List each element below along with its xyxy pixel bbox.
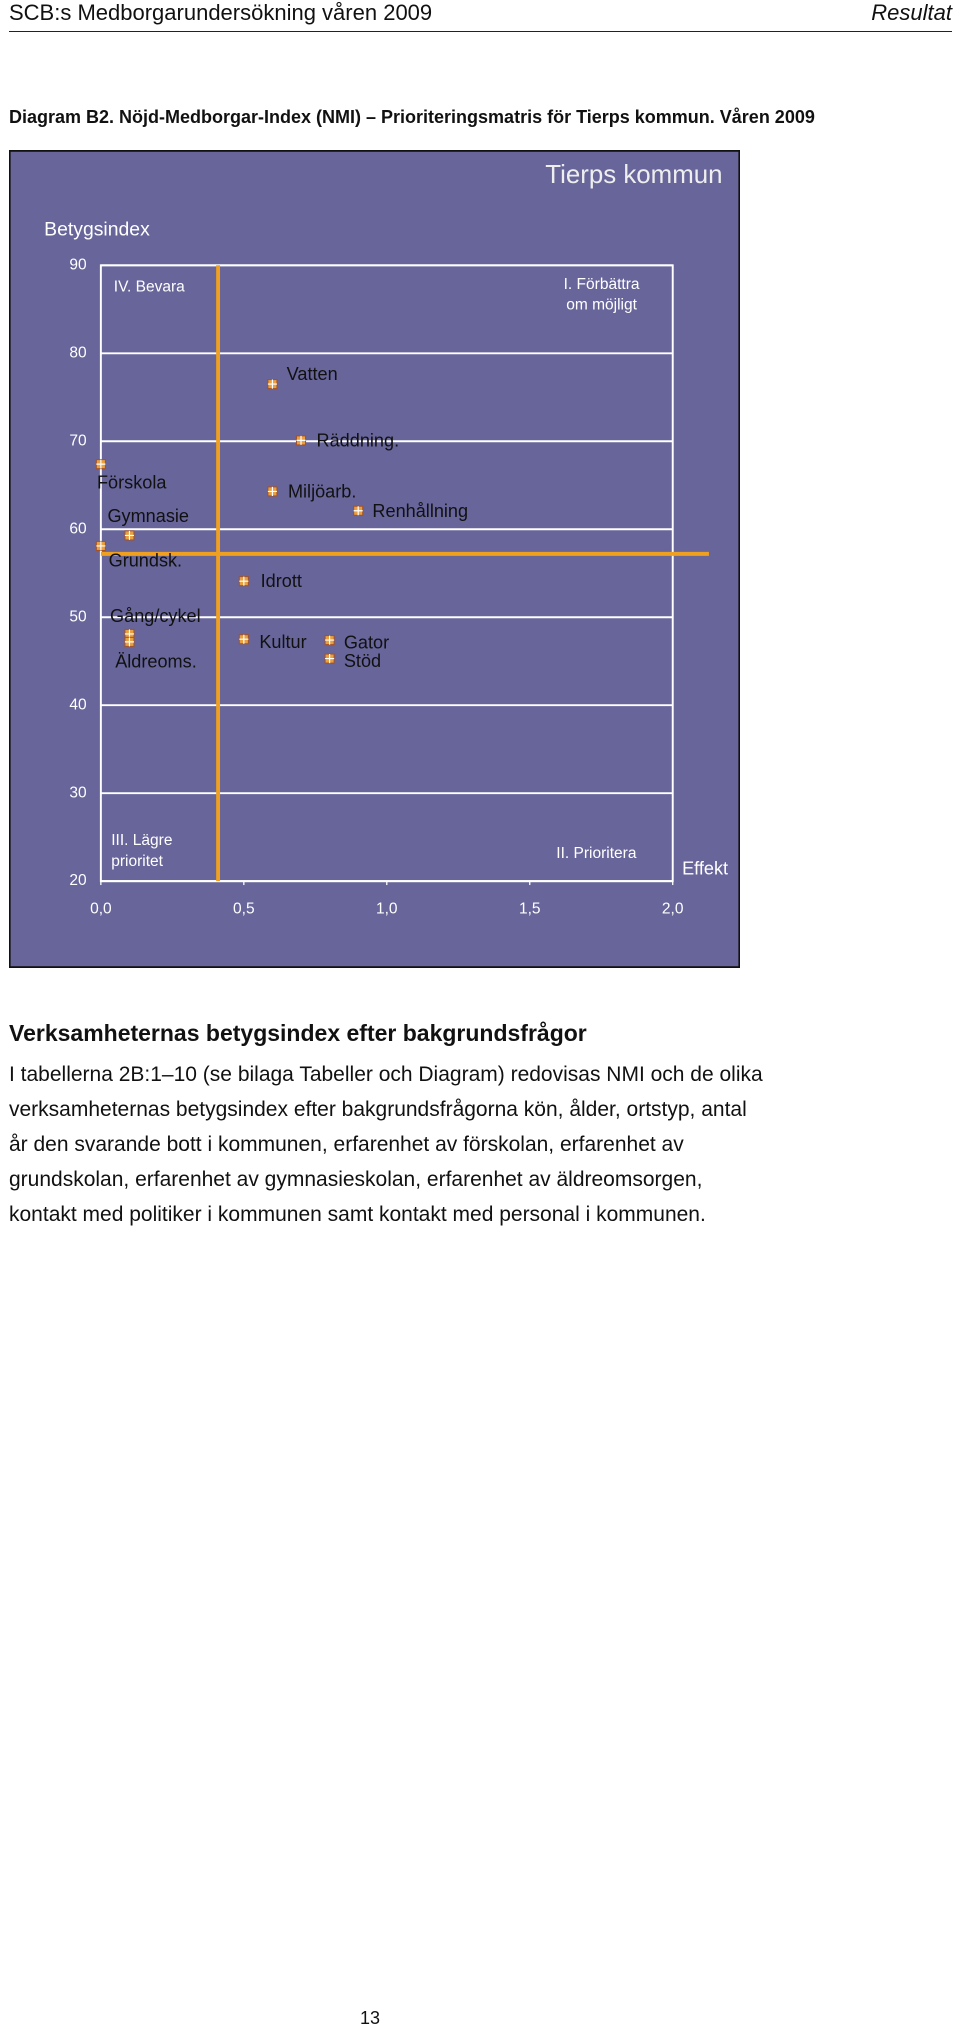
data-point xyxy=(238,634,249,645)
data-point xyxy=(124,530,135,541)
header-right: Resultat xyxy=(871,0,952,25)
point-label: Räddning. xyxy=(317,430,400,450)
section-heading: Verksamheternas betygsindex efter bakgru… xyxy=(9,1020,587,1046)
paragraph-line: grundskolan, erfarenhet av gymnasieskola… xyxy=(9,1168,703,1191)
marker-cross xyxy=(124,530,134,540)
point-label: Idrott xyxy=(261,571,302,591)
chart-background xyxy=(9,150,740,968)
page-number: 13 xyxy=(360,2008,381,2028)
point-label: Gymnasie xyxy=(107,506,189,526)
section-paragraph: I tabellerna 2B:1–10 (se bilaga Tabeller… xyxy=(9,1057,763,1232)
data-point xyxy=(324,635,335,646)
y-tick-label: 70 xyxy=(69,432,87,449)
y-tick-label: 80 xyxy=(69,344,87,361)
point-label: Förskola xyxy=(97,472,167,492)
x-tick-label: 0,0 xyxy=(90,901,112,918)
point-label: Vatten xyxy=(287,364,338,384)
x-tick-label: 0,5 xyxy=(233,901,255,918)
header-rule xyxy=(9,31,952,32)
chart: Tierps kommun Betygsindex Effekt 20 30 40 5… xyxy=(9,150,740,968)
point-label: Gator xyxy=(344,633,389,653)
data-point xyxy=(324,653,335,664)
y-tick-label: 90 xyxy=(69,256,87,273)
y-tick-label: 60 xyxy=(69,520,87,537)
x-tick-label: 2,0 xyxy=(662,901,684,918)
x-tick-label: 1,0 xyxy=(376,901,398,918)
paragraph-line: kontakt med politiker i kommunen samt ko… xyxy=(9,1203,706,1226)
quadrant-label: II. Prioritera xyxy=(556,845,637,862)
marker-cross xyxy=(124,637,134,647)
data-point xyxy=(95,540,106,552)
marker-cross xyxy=(296,435,306,445)
figure-caption: Diagram B2. Nöjd-Medborgar-Index (NMI) –… xyxy=(9,107,815,127)
quadrant-label: I. Förbättra xyxy=(564,276,640,293)
quadrant-label: om möjligt xyxy=(566,297,637,314)
marker-cross xyxy=(325,635,335,645)
point-label: Grundsk. xyxy=(109,550,182,570)
point-label: Miljöarb. xyxy=(288,481,356,501)
y-tick-label: 20 xyxy=(69,872,87,889)
paragraph-line: I tabellerna 2B:1–10 (se bilaga Tabeller… xyxy=(9,1063,763,1086)
marker-cross xyxy=(353,506,363,516)
data-point xyxy=(95,459,106,470)
chart-title: Tierps kommun xyxy=(545,161,722,189)
y-tick-label: 40 xyxy=(69,696,87,713)
x-axis-label: Effekt xyxy=(682,858,728,878)
data-point xyxy=(124,636,135,647)
y-tick-label: 30 xyxy=(69,784,87,801)
marker-cross xyxy=(267,486,277,496)
quadrant-label: III. Lägre xyxy=(111,832,172,849)
data-point xyxy=(238,576,249,587)
header-left: SCB:s Medborgarundersökning våren 2009 xyxy=(9,0,433,25)
marker-cross xyxy=(267,379,277,389)
marker-cross xyxy=(96,459,106,469)
paragraph-line: verksamheternas betygsindex efter bakgru… xyxy=(9,1098,747,1121)
y-tick-label: 50 xyxy=(69,608,87,625)
point-label: Stöd xyxy=(344,651,381,671)
x-tick-label: 1,5 xyxy=(519,901,541,918)
point-label: Kultur xyxy=(259,632,306,652)
paragraph-line: år den svarande bott i kommunen, erfaren… xyxy=(9,1133,684,1156)
marker-cross xyxy=(96,541,106,551)
point-label: Äldreoms. xyxy=(115,651,197,671)
y-axis-label: Betygsindex xyxy=(44,218,150,240)
marker-cross xyxy=(239,576,249,586)
data-point xyxy=(353,505,364,516)
quadrant-label: prioritet xyxy=(111,853,163,870)
point-label: Renhållning xyxy=(372,501,468,521)
quadrant-label: IV. Bevara xyxy=(114,278,185,295)
data-point xyxy=(267,486,278,497)
marker-cross xyxy=(239,634,249,644)
point-label: Gång/cykel xyxy=(110,606,201,626)
marker-cross xyxy=(325,654,335,664)
data-point xyxy=(267,379,278,390)
data-point xyxy=(295,435,307,446)
